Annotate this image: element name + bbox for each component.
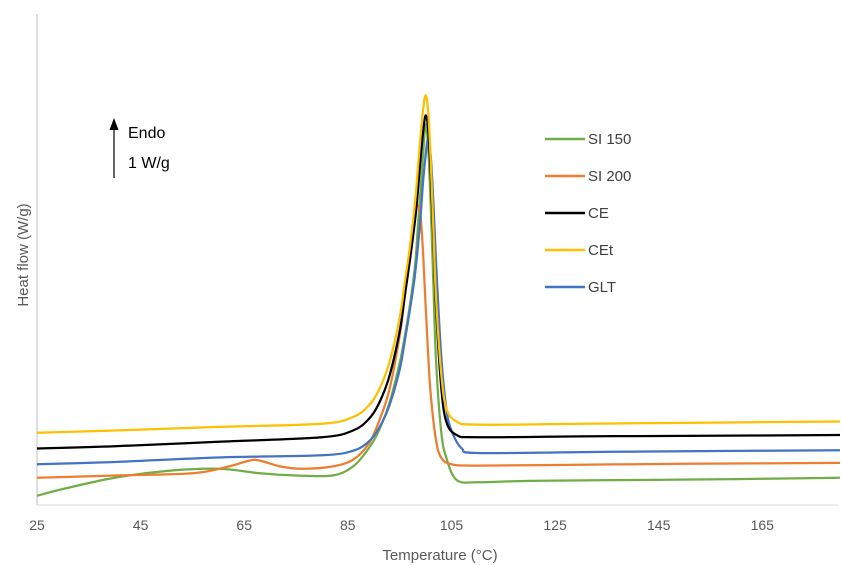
series-line-si-150 xyxy=(36,123,841,497)
legend: SI 150 SI 200 CE CEt GLT xyxy=(545,131,631,296)
legend-label-cet: CEt xyxy=(588,242,614,259)
x-tick-label: 25 xyxy=(29,517,45,533)
x-tick-label: 85 xyxy=(340,517,356,533)
x-tick-label: 125 xyxy=(543,517,567,533)
x-tick-label: 65 xyxy=(236,517,252,533)
legend-label-si-200: SI 200 xyxy=(588,168,631,185)
legend-label-si-150: SI 150 xyxy=(588,131,631,148)
scale-label: 1 W/g xyxy=(128,155,170,172)
x-tick-labels: 25 45 65 85 105 125 145 165 xyxy=(29,517,774,533)
series-line-cet xyxy=(36,94,841,434)
legend-label-glt: GLT xyxy=(588,279,616,296)
legend-label-ce: CE xyxy=(588,205,609,222)
x-axis-title: Temperature (°C) xyxy=(382,547,497,564)
x-tick-label: 165 xyxy=(751,517,775,533)
series-line-ce xyxy=(36,114,841,450)
series-line-glt xyxy=(36,136,841,466)
y-axis-title: Heat flow (W/g) xyxy=(15,203,32,306)
endo-arrow-head-icon xyxy=(109,118,119,130)
endo-label: Endo xyxy=(128,125,165,142)
x-tick-label: 145 xyxy=(647,517,671,533)
series-layer xyxy=(36,94,841,497)
x-tick-label: 105 xyxy=(440,517,464,533)
x-tick-label: 45 xyxy=(133,517,149,533)
endo-annotation: Endo 1 W/g xyxy=(109,118,170,178)
